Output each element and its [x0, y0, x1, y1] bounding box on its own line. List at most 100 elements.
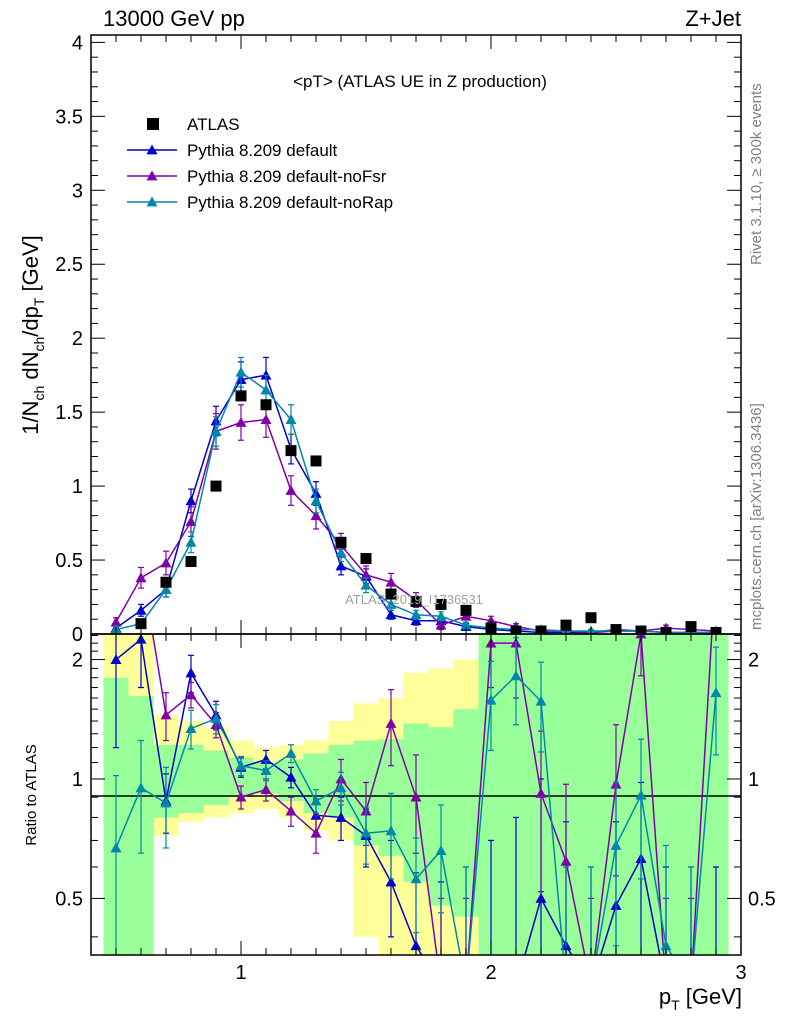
ratio-series-pythia-8-209-default-norap: [110, 637, 722, 991]
main-axes: 0 0.5 1 1.5 2 2.5 3 3.5 4: [55, 32, 741, 646]
legend-marker-triangle: [146, 196, 158, 207]
ratio-data-point: [210, 713, 222, 723]
ratio-data-point: [110, 654, 122, 664]
ratio-data-point: [710, 687, 722, 698]
atlas-data-point: [335, 536, 347, 548]
atlas-data-point: [235, 390, 247, 402]
ratio-data-point: [136, 558, 147, 568]
ratio-data-point: [310, 795, 322, 806]
ratio-data-point: [260, 765, 272, 775]
ratio-data-point: [385, 825, 397, 836]
ratio-data-point: [160, 797, 172, 808]
main-data-point: [360, 579, 372, 590]
ratio-y-tick-label: 2: [72, 650, 83, 672]
main-y-tick-label: 1: [72, 476, 83, 498]
ratio-data-point: [535, 695, 547, 706]
legend-label: ATLAS: [187, 115, 240, 134]
atlas-data-point: [210, 480, 222, 492]
main-data-point: [260, 384, 272, 395]
ratio-data-point: [110, 842, 122, 853]
ratio-data-point: [485, 694, 497, 705]
main-data-point: [335, 560, 347, 571]
legend-marker-triangle: [146, 144, 158, 155]
main-data-point: [185, 536, 197, 547]
ratio-data-point: [335, 782, 347, 793]
ratio-y-tick-label: 0.5: [55, 888, 83, 910]
main-y-tick-label: 1.5: [55, 402, 83, 424]
ratio-data-point: [436, 981, 447, 991]
main-data-point: [135, 572, 147, 583]
ratio-data-point: [285, 771, 297, 782]
main-data-point: [285, 414, 297, 424]
main-data-point: [385, 609, 397, 620]
ratio-data-point: [410, 873, 422, 884]
main-data-point: [360, 569, 372, 580]
atlas-data-point: [560, 619, 572, 631]
ratio-data-point: [260, 784, 272, 795]
ratio-data-point: [610, 839, 622, 850]
legend-label: Pythia 8.209 default-noRap: [187, 193, 393, 212]
ratio-data-point: [660, 940, 672, 951]
atlas-data-point: [685, 621, 697, 633]
main-y-tick-label: 3: [72, 180, 83, 202]
ratio-data-point: [560, 855, 572, 866]
ratio-axes: 0.5 0.5 1 1 2 2 1 2 3: [55, 634, 776, 984]
ratio-data-point: [385, 876, 397, 887]
ratio-y-tick-label-right: 1: [748, 769, 759, 791]
ratio-data-point: [410, 791, 422, 802]
ratio-data-point: [711, 558, 722, 568]
x-tick-label: 1: [235, 962, 246, 984]
rivet-version-label: Rivet 3.1.10, ≥ 300k events: [748, 83, 765, 265]
ratio-data-point: [511, 981, 522, 991]
x-axis-label: pT [GeV]: [659, 984, 742, 1013]
main-data-point: [160, 584, 172, 595]
main-data-point: [160, 557, 172, 568]
main-data-point: [210, 425, 222, 436]
atlas-data-point: [360, 553, 372, 565]
main-data-point: [385, 598, 397, 609]
main-y-tick-label: 3.5: [55, 106, 83, 128]
ratio-data-point: [185, 689, 197, 700]
ratio-data-point: [586, 981, 597, 991]
ratio-data-point: [385, 717, 397, 728]
ratio-data-point: [285, 747, 297, 758]
atlas-data-point: [260, 399, 272, 411]
mcplots-label: mcplots.cern.ch [arXiv:1306.3436]: [748, 403, 765, 630]
atlas-data-point: [435, 598, 447, 610]
ratio-data-point: [410, 940, 422, 951]
main-data-point: [310, 510, 322, 521]
main-data-point: [335, 547, 347, 558]
ratio-y-tick-label-right: 2: [748, 650, 759, 672]
ratio-data-point: [510, 670, 522, 681]
legend-label: Pythia 8.209 default-noFsr: [187, 167, 387, 186]
header-right: Z+Jet: [685, 6, 741, 31]
atlas-data-point: [285, 445, 297, 457]
legend-label: Pythia 8.209 default: [187, 141, 338, 160]
ratio-y-axis-label: Ratio to ATLAS: [23, 744, 40, 845]
main-data-point: [110, 616, 122, 627]
main-y-tick-label: 0.5: [55, 550, 83, 572]
main-data-point: [185, 495, 197, 506]
atlas-data-point: [185, 556, 197, 568]
ratio-data-point: [135, 782, 147, 793]
ratio-y-tick-label: 1: [72, 769, 83, 791]
ratio-data-point: [435, 845, 447, 855]
main-data-point: [235, 417, 247, 427]
ratio-data-point: [535, 787, 547, 798]
ratio-data-point: [535, 892, 547, 903]
ratio-data-point: [335, 811, 347, 822]
main-data-point: [410, 609, 422, 620]
ratio-data-point: [111, 558, 122, 568]
legend-marker-triangle: [146, 170, 158, 181]
header-left: 13000 GeV pp: [103, 6, 245, 31]
ratio-data-point: [461, 981, 472, 991]
atlas-data-point: [135, 618, 147, 630]
ratio-data-point: [436, 981, 447, 991]
ratio-data-point: [160, 709, 172, 720]
main-data-point: [235, 366, 247, 377]
main-data-point: [460, 619, 472, 630]
ratio-data-point: [635, 789, 647, 800]
ratio-data-point: [461, 981, 472, 991]
main-data-point: [385, 576, 397, 587]
